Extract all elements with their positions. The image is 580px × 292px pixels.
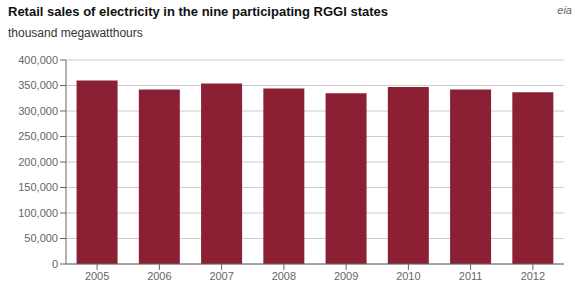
html-text:Retail sales of electricity in: Retail sales of electricity in the nine … [8, 4, 388, 19]
svg-text:400,000: 400,000 [18, 54, 58, 66]
svg-text:2006: 2006 [147, 270, 171, 282]
svg-text:300,000: 300,000 [18, 105, 58, 117]
svg-text:350,000: 350,000 [18, 79, 58, 91]
svg-text:2005: 2005 [85, 270, 109, 282]
svg-text:150,000: 150,000 [18, 181, 58, 193]
svg-text:2008: 2008 [272, 270, 296, 282]
svg-text:2007: 2007 [209, 270, 233, 282]
html-text:thousand megawatthours: thousand megawatthours [8, 26, 143, 40]
html-text:eia: eia [557, 4, 572, 16]
svg-text:2010: 2010 [396, 270, 420, 282]
svg-text:100,000: 100,000 [18, 207, 58, 219]
svg-text:250,000: 250,000 [18, 130, 58, 142]
svg-text:2009: 2009 [334, 270, 358, 282]
svg-text:200,000: 200,000 [18, 156, 58, 168]
svg-text:2011: 2011 [459, 270, 483, 282]
svg-text:0: 0 [52, 258, 58, 270]
svg-text:50,000: 50,000 [24, 232, 58, 244]
svg-text:2012: 2012 [521, 270, 545, 282]
